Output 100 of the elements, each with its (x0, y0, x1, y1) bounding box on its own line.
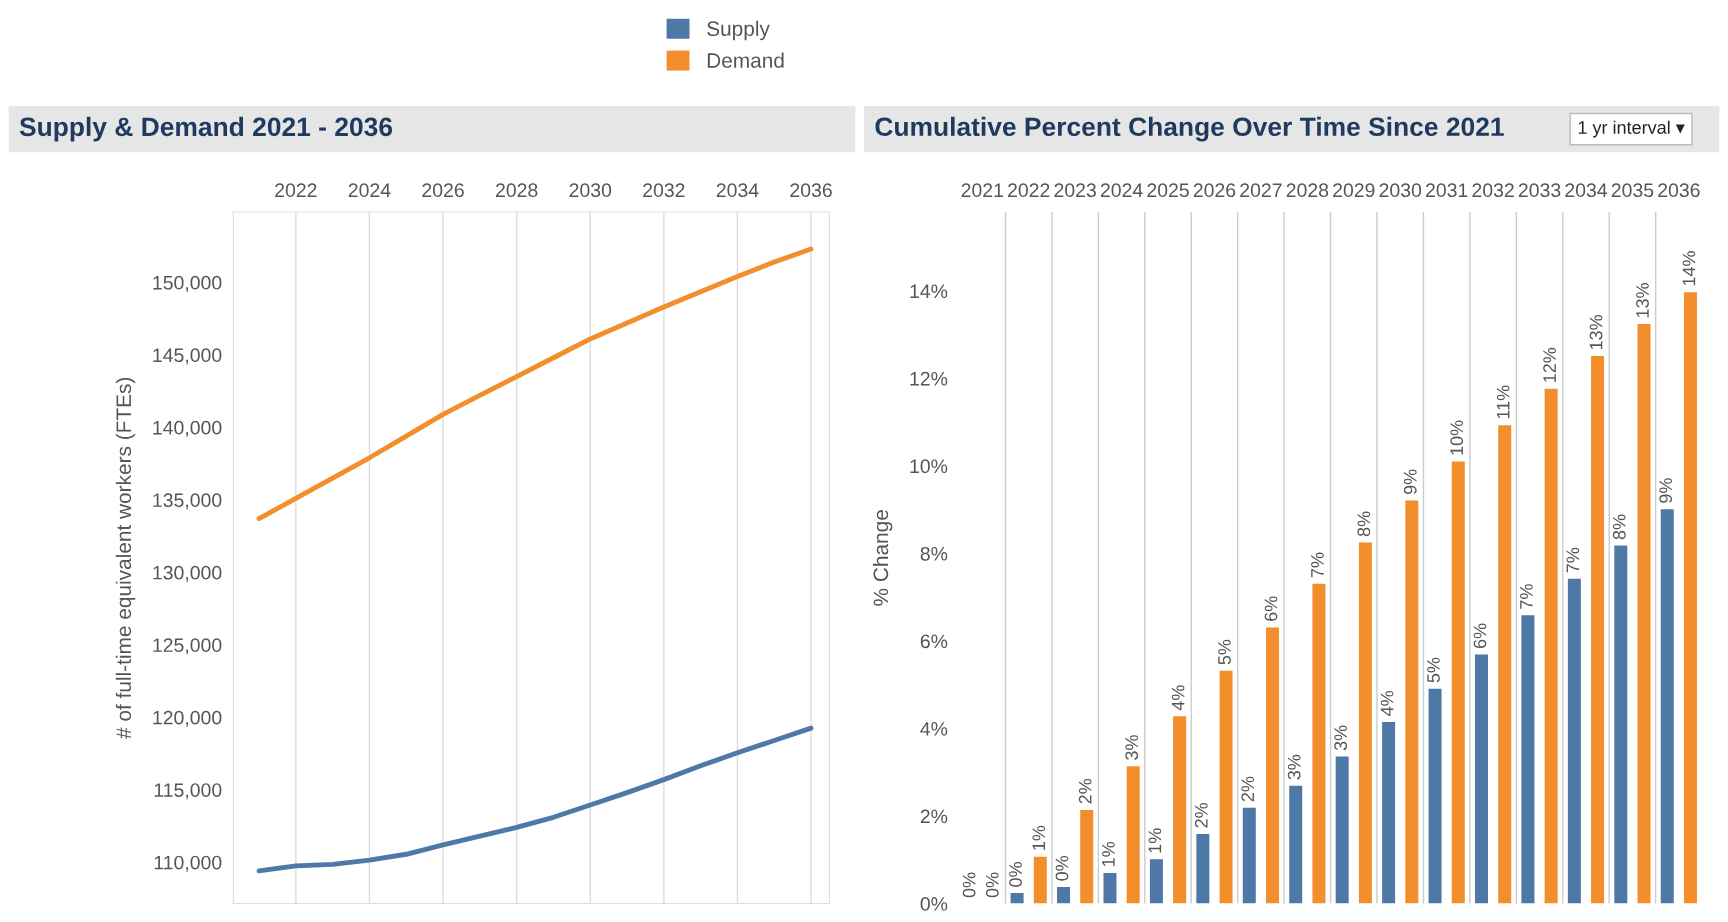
bar (1080, 809, 1094, 904)
data-label: 3% (1334, 725, 1348, 751)
data-label: 10% (1450, 420, 1464, 455)
x-tick-label: 2032 (1472, 183, 1514, 198)
y-tick-label: 145,000 (153, 348, 222, 365)
y-axis-title: % Change (872, 510, 893, 606)
y-tick-label: 110,000 (154, 855, 222, 872)
bar (1173, 716, 1187, 904)
data-label: 14% (1682, 251, 1696, 286)
bar (1149, 859, 1163, 904)
data-label: 2% (1241, 776, 1255, 802)
bar (1358, 542, 1372, 904)
bar (1637, 324, 1651, 904)
data-label: 9% (1403, 469, 1417, 495)
x-tick-label: 2022 (1008, 183, 1050, 198)
x-tick-label: 2030 (1379, 183, 1422, 198)
y-tick-label: 14% (910, 284, 948, 298)
data-label: 7% (1520, 584, 1533, 609)
x-tick-label: 2026 (1193, 183, 1236, 198)
y-tick-label: 6% (920, 634, 948, 649)
bar (1219, 670, 1233, 904)
data-label: 4% (1380, 690, 1394, 716)
bar (1405, 500, 1419, 904)
y-tick-label: 0% (920, 897, 948, 911)
data-label: 1% (1032, 825, 1046, 850)
data-label: 5% (1218, 639, 1231, 665)
y-tick-label: 140,000 (153, 420, 222, 437)
data-label: 13% (1636, 283, 1649, 318)
y-tick-label: 130,000 (153, 565, 222, 582)
x-tick-label: 2025 (1147, 183, 1189, 198)
data-label: 2% (1194, 802, 1208, 828)
data-label: 13% (1589, 315, 1603, 350)
y-axis-title: # of full-time equivalent workers (FTEs) (115, 377, 136, 739)
bar (1196, 833, 1210, 904)
bar (1567, 578, 1581, 904)
data-label: 8% (1612, 514, 1626, 540)
y-tick-label: 120,000 (153, 710, 222, 727)
line-series (256, 725, 814, 874)
chart-title: Cumulative Percent Change Over Time Since 2021 (875, 116, 1504, 142)
x-tick-label: 2028 (495, 183, 538, 198)
data-label: 6% (1264, 596, 1278, 621)
data-label: 0% (1009, 862, 1022, 887)
data-label: 2% (1078, 778, 1092, 804)
bar (1335, 756, 1349, 904)
y-tick-label: 4% (920, 722, 948, 736)
bar (1544, 388, 1558, 904)
bar (1010, 893, 1024, 904)
chart-title: Supply & Demand 2021 - 2036 (19, 116, 393, 142)
line-series (256, 246, 814, 522)
x-tick-label: 2026 (422, 183, 464, 198)
data-label: 4% (1171, 685, 1185, 711)
x-tick-label: 2022 (275, 183, 317, 198)
bar (1451, 461, 1465, 904)
x-tick-label: 2028 (1286, 183, 1329, 198)
data-label: 5% (1427, 657, 1440, 683)
bar (1103, 872, 1117, 904)
bar (1242, 807, 1256, 904)
bar (1521, 615, 1535, 904)
y-tick-label: 150,000 (153, 275, 222, 292)
bar (1033, 856, 1047, 904)
data-label: 6% (1473, 623, 1487, 649)
y-tick-label: 115,000 (154, 783, 222, 800)
data-label: 7% (1566, 547, 1580, 573)
bar (1498, 425, 1512, 904)
data-label: 0% (962, 872, 976, 898)
x-tick-label: 2034 (716, 183, 759, 198)
bar (1312, 583, 1326, 904)
data-label: 7% (1311, 552, 1324, 578)
data-label: 1% (1148, 828, 1162, 853)
x-tick-label: 2033 (1518, 183, 1561, 198)
y-tick-label: 135,000 (153, 493, 222, 510)
x-tick-label: 2034 (1565, 183, 1608, 198)
bar (1591, 356, 1605, 904)
x-tick-label: 2032 (643, 183, 685, 198)
x-tick-label: 2027 (1240, 183, 1282, 198)
data-label: 9% (1659, 478, 1673, 503)
bar (1428, 688, 1442, 904)
x-tick-label: 2036 (790, 183, 832, 198)
legend-label: Supply (707, 20, 770, 41)
bar (1289, 785, 1303, 904)
bar (1382, 721, 1396, 904)
data-label: 0% (1055, 855, 1069, 881)
y-tick-label: 2% (920, 809, 948, 824)
y-tick-label: 12% (910, 371, 948, 386)
bar (1683, 292, 1697, 904)
data-label: 3% (1287, 754, 1301, 780)
x-tick-label: 2024 (1100, 183, 1143, 198)
data-label: 11% (1496, 385, 1510, 419)
data-label: 12% (1543, 347, 1556, 382)
legend-label: Demand (707, 52, 784, 68)
x-tick-label: 2031 (1426, 183, 1468, 198)
x-tick-label: 2035 (1611, 183, 1654, 198)
x-tick-label: 2029 (1333, 183, 1375, 198)
y-tick-label: 10% (910, 459, 948, 474)
bar (1126, 766, 1140, 904)
text: 1 yr interval ▾ (1578, 120, 1685, 138)
y-tick-label: 125,000 (153, 638, 222, 655)
x-tick-label: 2036 (1658, 183, 1700, 198)
bar (1660, 509, 1674, 904)
bar (1266, 627, 1280, 904)
